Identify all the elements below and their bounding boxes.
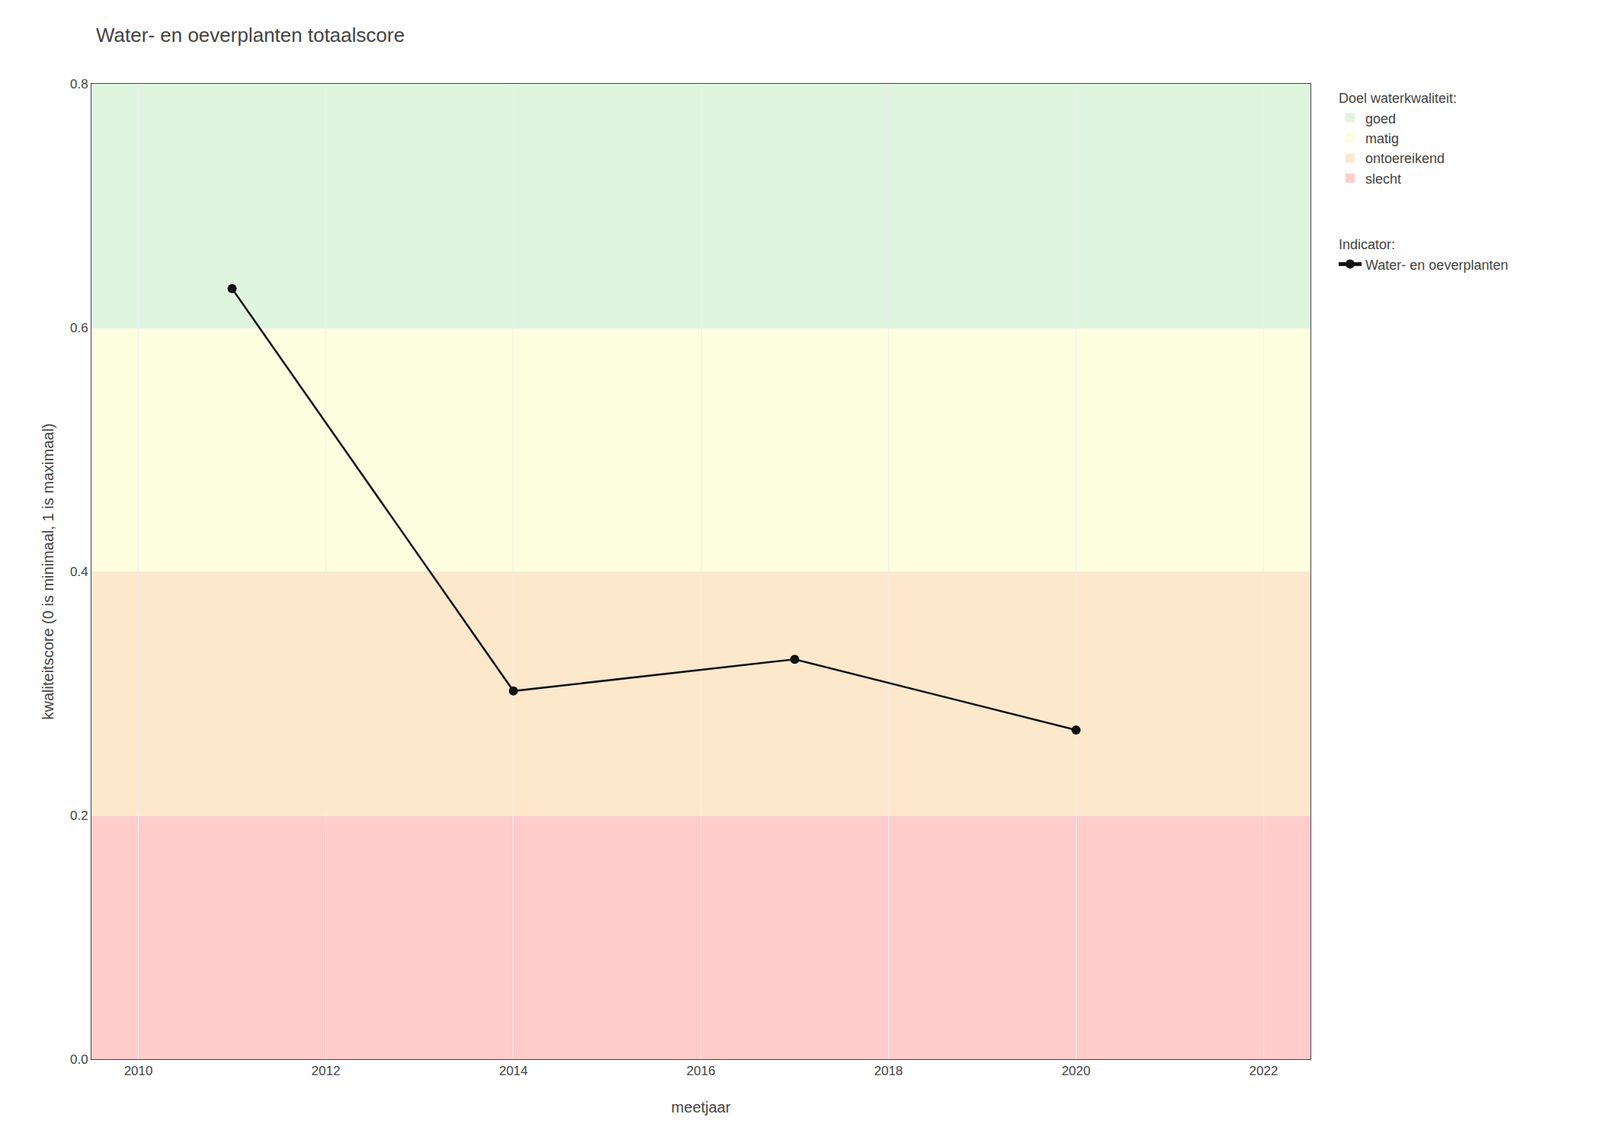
svg-text:0.2: 0.2 (70, 808, 89, 823)
svg-text:2012: 2012 (311, 1063, 341, 1079)
svg-text:kwaliteitscore (0 is minimaal,: kwaliteitscore (0 is minimaal, 1 is maxi… (39, 423, 57, 720)
svg-text:2016: 2016 (686, 1063, 716, 1079)
svg-text:goed: goed (1365, 111, 1396, 127)
svg-text:matig: matig (1365, 131, 1399, 147)
svg-text:2022: 2022 (1249, 1063, 1279, 1079)
svg-text:0.6: 0.6 (70, 320, 89, 336)
svg-text:0.0: 0.0 (70, 1052, 89, 1067)
svg-text:2018: 2018 (873, 1063, 903, 1079)
svg-text:ontoereikend: ontoereikend (1365, 150, 1445, 167)
svg-text:0.8: 0.8 (70, 76, 89, 92)
svg-text:Indicator:: Indicator: (1338, 236, 1396, 253)
svg-text:0.4: 0.4 (70, 564, 89, 580)
svg-text:2020: 2020 (1061, 1063, 1091, 1079)
svg-text:Doel waterkwaliteit:: Doel waterkwaliteit: (1338, 90, 1457, 106)
svg-text:meetjaar: meetjaar (671, 1098, 731, 1116)
svg-text:Water- en oeverplanten: Water- en oeverplanten (1365, 257, 1508, 273)
svg-text:2014: 2014 (499, 1063, 528, 1079)
svg-text:2010: 2010 (124, 1063, 154, 1079)
svg-text:slecht: slecht (1365, 171, 1402, 187)
svg-text:Water- en oeverplanten totaals: Water- en oeverplanten totaalscore (96, 23, 405, 47)
